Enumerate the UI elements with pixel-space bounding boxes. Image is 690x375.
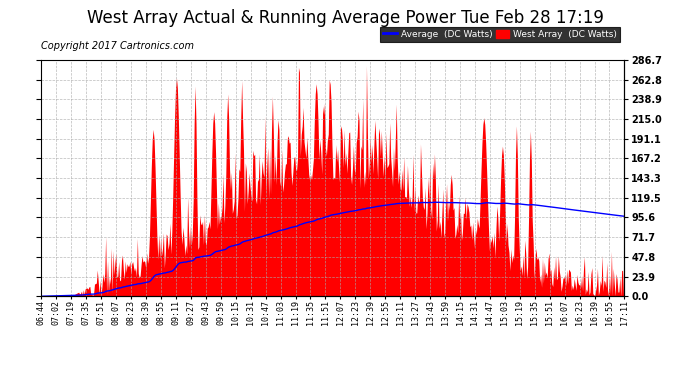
Text: Copyright 2017 Cartronics.com: Copyright 2017 Cartronics.com: [41, 41, 195, 51]
Legend: Average  (DC Watts), West Array  (DC Watts): Average (DC Watts), West Array (DC Watts…: [380, 27, 620, 42]
Text: West Array Actual & Running Average Power Tue Feb 28 17:19: West Array Actual & Running Average Powe…: [86, 9, 604, 27]
